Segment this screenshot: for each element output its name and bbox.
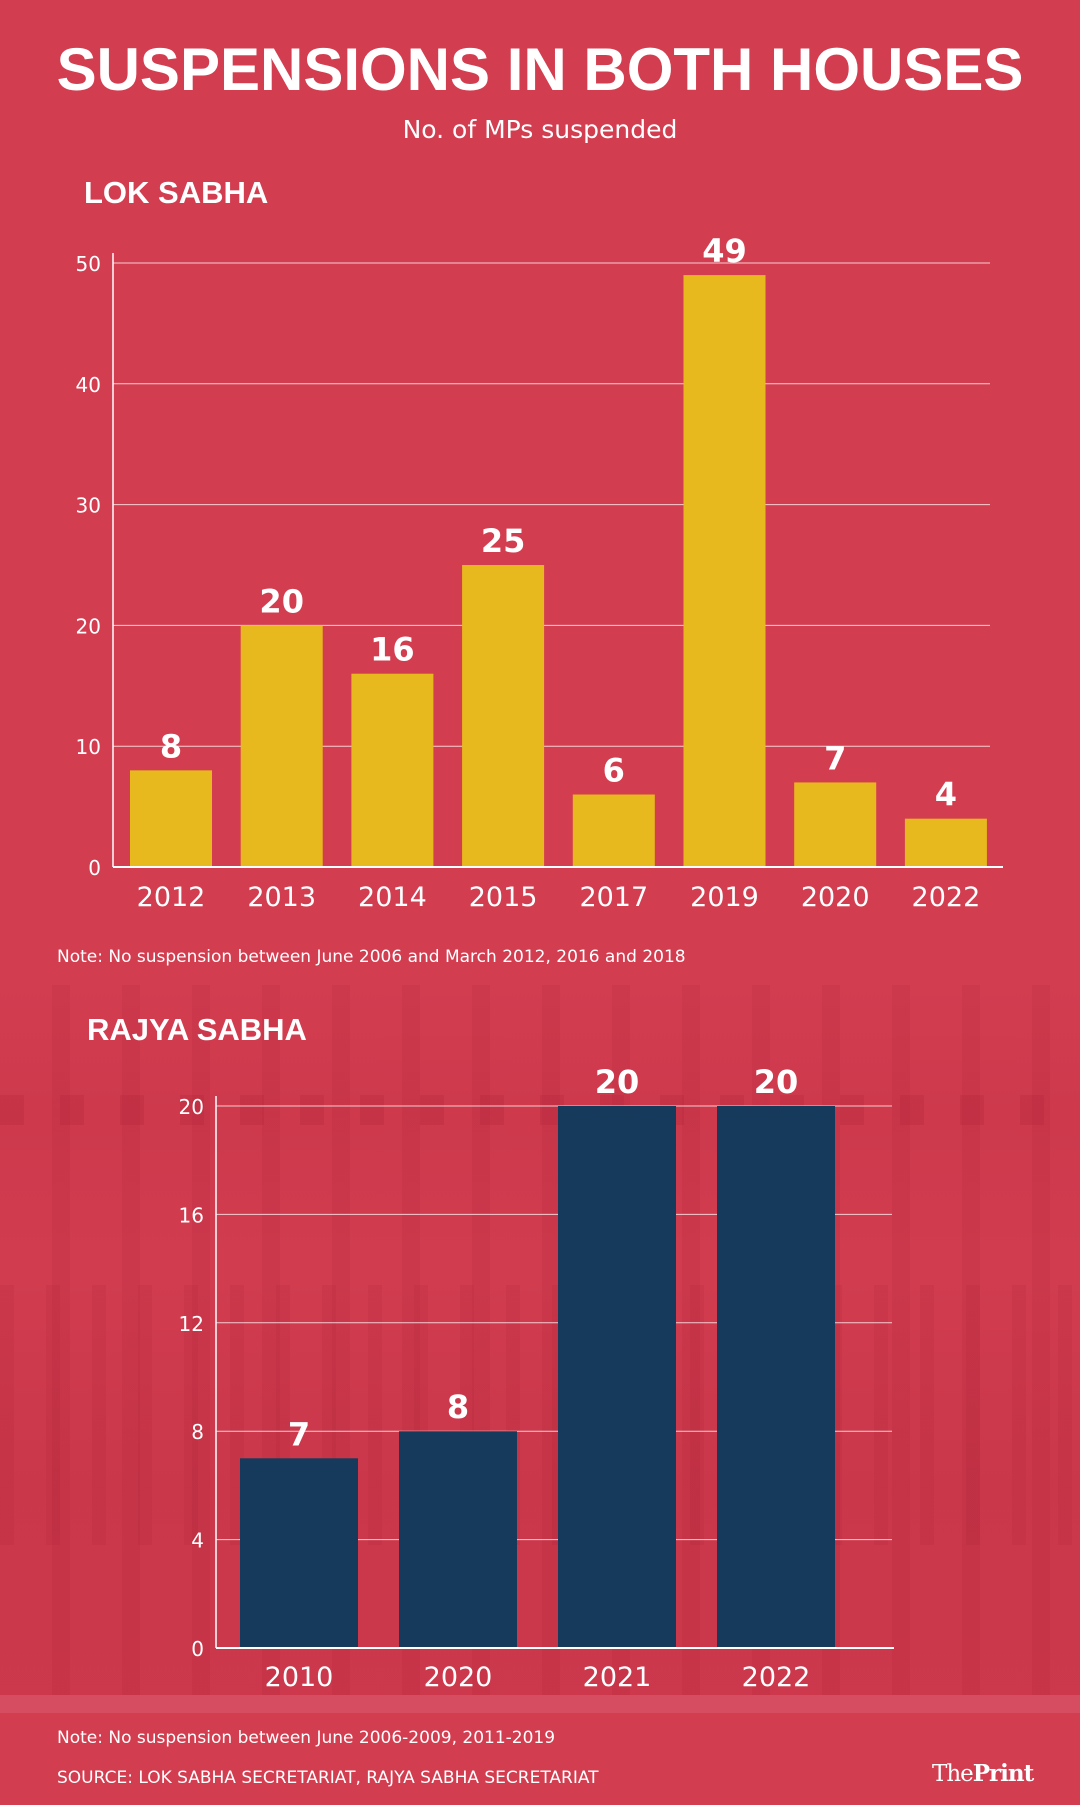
data-label: 7 xyxy=(288,1415,310,1453)
lok-sabha-heading: LOK SABHA xyxy=(84,175,269,210)
logo-print: Print xyxy=(972,1760,1034,1787)
x-tick-label: 2019 xyxy=(690,882,759,913)
y-tick-label: 40 xyxy=(76,373,101,397)
parliament-photo-background xyxy=(0,985,1080,1695)
logo-the: The xyxy=(932,1761,974,1787)
bar xyxy=(462,565,545,867)
data-label: 4 xyxy=(935,776,957,814)
y-tick-label: 30 xyxy=(76,494,101,518)
bar xyxy=(130,770,212,867)
data-label: 7 xyxy=(824,739,846,777)
y-tick-label: 16 xyxy=(179,1203,204,1227)
data-label: 25 xyxy=(481,522,526,560)
y-tick-label: 0 xyxy=(191,1637,204,1661)
bar xyxy=(399,1431,517,1648)
data-label: 20 xyxy=(259,582,304,620)
rajya-sabha-heading: RAJYA SABHA xyxy=(87,1012,307,1047)
bar xyxy=(717,1106,835,1648)
x-tick-label: 2013 xyxy=(247,882,316,913)
x-tick-label: 2022 xyxy=(912,882,981,913)
page-title: SUSPENSIONS IN BOTH HOUSES xyxy=(56,36,1024,103)
x-tick-label: 2020 xyxy=(801,882,870,913)
bar xyxy=(794,782,877,867)
rajya-sabha-note: Note: No suspension between June 2006-20… xyxy=(57,1728,556,1748)
y-tick-label: 4 xyxy=(191,1529,204,1553)
y-tick-label: 50 xyxy=(76,252,101,276)
x-tick-label: 2022 xyxy=(742,1662,811,1693)
x-tick-label: 2014 xyxy=(358,882,427,913)
data-label: 8 xyxy=(447,1388,469,1426)
bar xyxy=(558,1106,676,1648)
data-label: 16 xyxy=(370,631,415,669)
bar xyxy=(572,794,655,867)
x-tick-label: 2015 xyxy=(469,882,538,913)
bar xyxy=(683,275,766,868)
y-tick-label: 20 xyxy=(179,1095,204,1119)
data-label: 20 xyxy=(754,1063,799,1101)
bar xyxy=(240,1458,358,1648)
x-tick-label: 2017 xyxy=(579,882,648,913)
data-label: 20 xyxy=(595,1063,640,1101)
theprint-logo: ThePrint xyxy=(932,1760,1034,1788)
data-label: 49 xyxy=(702,232,747,270)
y-tick-label: 20 xyxy=(76,614,101,638)
bar xyxy=(351,673,434,867)
lok-sabha-note: Note: No suspension between June 2006 an… xyxy=(57,947,686,967)
data-label: 6 xyxy=(603,752,625,790)
source-note: SOURCE: LOK SABHA SECRETARIAT, RAJYA SAB… xyxy=(57,1768,599,1788)
y-tick-label: 10 xyxy=(76,735,101,759)
bar xyxy=(904,818,987,867)
x-tick-label: 2010 xyxy=(265,1662,334,1693)
y-tick-label: 0 xyxy=(88,856,101,880)
x-tick-label: 2020 xyxy=(424,1662,493,1693)
lok-sabha-bar-chart: 0 10 20 30 40 50 8 2012 20 2013 16 2014 25 2015 6 2017 4… xyxy=(76,232,1003,913)
x-tick-label: 2012 xyxy=(137,882,206,913)
bar xyxy=(240,625,323,867)
x-tick-label: 2021 xyxy=(583,1662,652,1693)
data-label: 8 xyxy=(160,727,182,765)
photo-bottom-strip xyxy=(0,1695,1080,1713)
y-tick-label: 8 xyxy=(191,1420,204,1444)
page-subtitle: No. of MPs suspended xyxy=(402,115,678,144)
y-tick-label: 12 xyxy=(179,1312,204,1336)
